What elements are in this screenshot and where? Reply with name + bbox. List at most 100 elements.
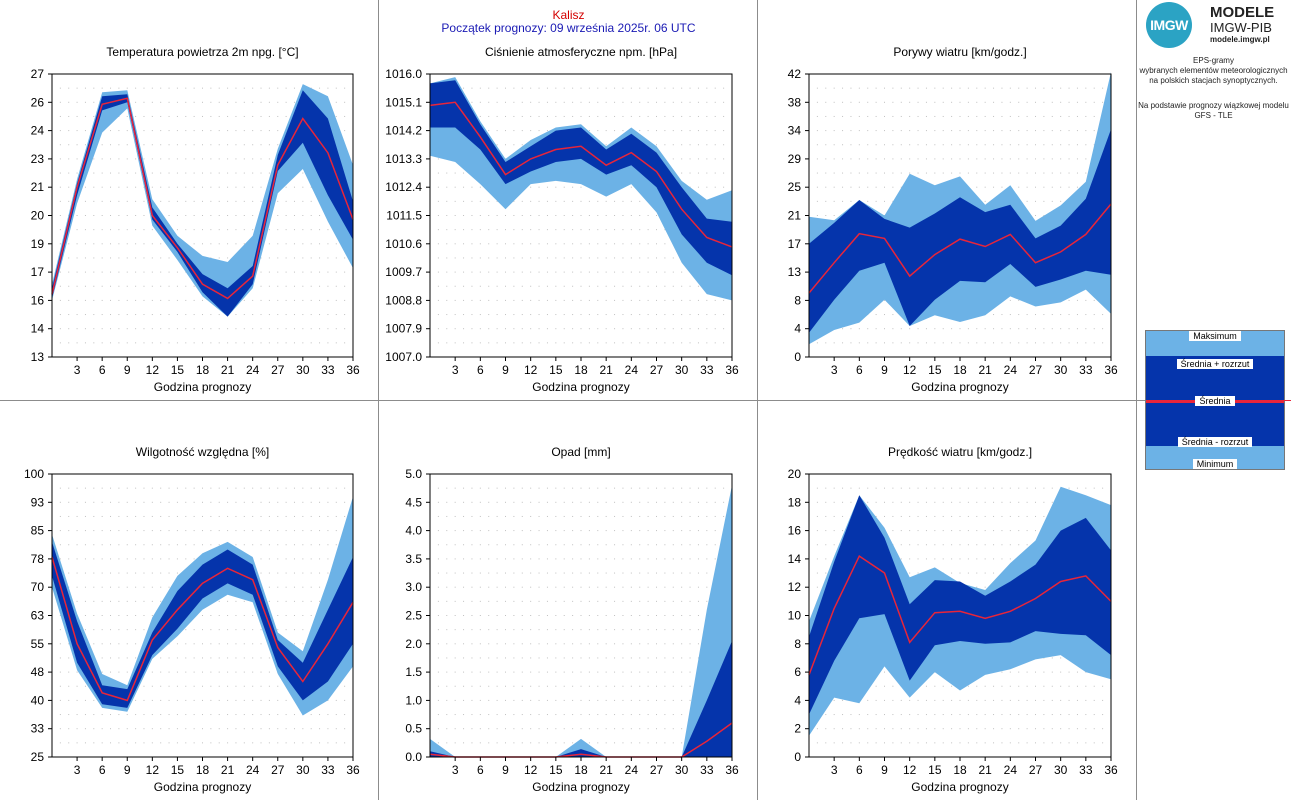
y-tick-label: 1010.6 xyxy=(385,237,422,251)
y-tick-label: 2.5 xyxy=(405,609,422,623)
station-name: Kalisz xyxy=(552,8,585,22)
x-tick-label: 12 xyxy=(524,363,538,377)
y-tick-label: 33 xyxy=(31,722,45,736)
legend-lower-label: Średnia - rozrzut xyxy=(1177,437,1253,447)
x-tick-label: 24 xyxy=(246,363,260,377)
x-tick-label: 24 xyxy=(246,763,260,777)
legend-mean-extension xyxy=(1283,400,1291,401)
x-tick-label: 12 xyxy=(903,763,917,777)
y-tick-label: 27 xyxy=(31,67,45,81)
legend-upper-label: Średnia + rozrzut xyxy=(1176,359,1254,369)
y-tick-label: 55 xyxy=(31,637,45,651)
y-tick-label: 0.5 xyxy=(405,722,422,736)
x-tick-label: 33 xyxy=(700,763,714,777)
y-tick-label: 8 xyxy=(794,293,801,307)
x-tick-label: 33 xyxy=(321,763,335,777)
x-tick-label: 18 xyxy=(574,363,588,377)
chart-title: Wilgotność względna [%] xyxy=(136,445,269,459)
x-tick-label: 15 xyxy=(171,363,185,377)
y-tick-label: 0 xyxy=(794,750,801,764)
x-tick-label: 27 xyxy=(271,363,285,377)
x-tick-label: 6 xyxy=(856,363,863,377)
y-tick-label: 2 xyxy=(794,722,801,736)
y-tick-label: 10 xyxy=(788,609,802,623)
x-tick-label: 6 xyxy=(856,763,863,777)
mean-line xyxy=(808,554,1112,676)
x-tick-label: 3 xyxy=(74,763,81,777)
x-tick-label: 6 xyxy=(99,763,106,777)
y-tick-label: 1012.4 xyxy=(385,180,422,194)
x-tick-label: 24 xyxy=(1004,763,1018,777)
y-tick-label: 38 xyxy=(788,95,802,109)
info-line-4: Na podstawie prognozy wiązkowej modelu xyxy=(1138,101,1289,110)
band-min-max xyxy=(430,485,732,757)
x-tick-label: 12 xyxy=(146,363,160,377)
band-mean-spread xyxy=(430,641,732,757)
x-tick-label: 6 xyxy=(99,363,106,377)
x-tick-label: 21 xyxy=(599,763,613,777)
info-line-3: na polskich stacjach synoptycznych. xyxy=(1149,76,1278,85)
band-mean-spread xyxy=(809,495,1111,715)
x-tick-label: 3 xyxy=(452,363,459,377)
x-tick-label: 21 xyxy=(599,363,613,377)
separator-horizontal xyxy=(0,400,1291,401)
legend-max-label: Maksimum xyxy=(1189,331,1241,341)
x-tick-label: 36 xyxy=(1104,763,1118,777)
grid-dots xyxy=(437,487,725,744)
chart-title: Prędkość wiatru [km/godz.] xyxy=(888,445,1032,459)
x-tick-label: 6 xyxy=(477,763,484,777)
y-tick-label: 93 xyxy=(31,495,45,509)
x-tick-label: 36 xyxy=(1104,363,1118,377)
brand-org: IMGW-PIB xyxy=(1210,20,1272,35)
band-min-max xyxy=(430,77,732,301)
x-tick-label: 27 xyxy=(650,363,664,377)
x-axis-label: Godzina prognozy xyxy=(911,380,1008,394)
y-tick-label: 17 xyxy=(788,237,802,251)
chart-panel-2: 1007.0 1007.9 1008.8 1009.7 1010.6 1011.5 1012… xyxy=(385,45,739,394)
mean-line xyxy=(51,556,354,702)
x-tick-label: 30 xyxy=(296,763,310,777)
y-tick-label: 25 xyxy=(31,750,45,764)
x-tick-label: 18 xyxy=(953,363,967,377)
y-tick-label: 1015.1 xyxy=(385,95,422,109)
x-tick-label: 21 xyxy=(221,363,235,377)
mean-line xyxy=(51,97,354,300)
x-tick-label: 9 xyxy=(502,763,509,777)
y-tick-label: 42 xyxy=(788,67,802,81)
chart-title: Temperatura powietrza 2m npg. [°C] xyxy=(106,45,298,59)
y-tick-label: 78 xyxy=(31,552,45,566)
y-tick-label: 23 xyxy=(31,152,45,166)
y-tick-label: 26 xyxy=(31,95,45,109)
x-tick-label: 6 xyxy=(477,363,484,377)
y-tick-label: 16 xyxy=(31,293,45,307)
y-tick-label: 1007.0 xyxy=(385,350,422,364)
x-tick-label: 18 xyxy=(953,763,967,777)
y-tick-label: 20 xyxy=(31,209,45,223)
x-tick-label: 30 xyxy=(1054,363,1068,377)
y-tick-label: 3.5 xyxy=(405,552,422,566)
x-tick-label: 9 xyxy=(124,363,131,377)
x-tick-label: 3 xyxy=(831,763,838,777)
x-tick-label: 36 xyxy=(725,363,739,377)
x-tick-label: 24 xyxy=(625,363,639,377)
x-axis-label: Godzina prognozy xyxy=(154,780,251,794)
y-tick-label: 13 xyxy=(31,350,45,364)
chart-title: Opad [mm] xyxy=(551,445,610,459)
x-tick-label: 21 xyxy=(978,363,992,377)
y-tick-label: 5.0 xyxy=(405,467,422,481)
y-tick-label: 1.5 xyxy=(405,665,422,679)
y-tick-label: 2.0 xyxy=(405,637,422,651)
y-tick-label: 14 xyxy=(788,552,802,566)
y-tick-label: 1007.9 xyxy=(385,322,422,336)
x-tick-label: 12 xyxy=(524,763,538,777)
x-tick-label: 12 xyxy=(146,763,160,777)
brand-url: modele.imgw.pl xyxy=(1210,35,1270,44)
x-tick-label: 24 xyxy=(1004,363,1018,377)
y-tick-label: 0 xyxy=(794,350,801,364)
band-mean-spread xyxy=(52,541,353,708)
x-tick-label: 3 xyxy=(74,363,81,377)
x-tick-label: 30 xyxy=(1054,763,1068,777)
